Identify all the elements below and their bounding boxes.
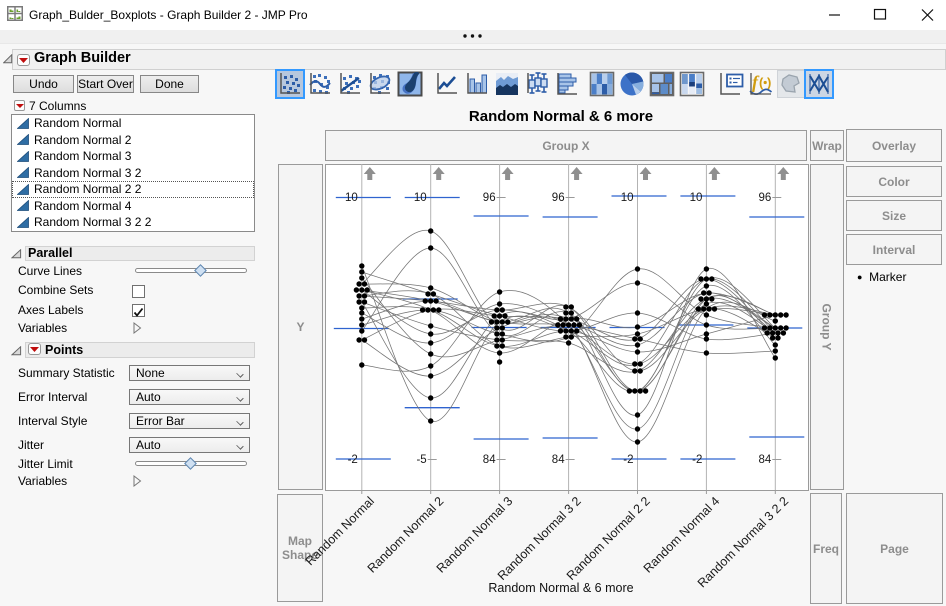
svg-text:84: 84 <box>552 454 565 466</box>
svg-text:10: 10 <box>690 192 703 204</box>
svg-text:-2: -2 <box>623 454 633 466</box>
svg-text:84: 84 <box>759 454 772 466</box>
svg-text:96: 96 <box>759 192 772 204</box>
svg-text:-2: -2 <box>348 454 358 466</box>
svg-text:10: 10 <box>345 192 358 204</box>
svg-text:-2: -2 <box>692 454 702 466</box>
svg-text:f: f <box>752 72 760 92</box>
svg-text:96: 96 <box>483 192 496 204</box>
svg-text:10: 10 <box>621 192 634 204</box>
svg-text:84: 84 <box>483 454 496 466</box>
svg-text:-5: -5 <box>416 454 426 466</box>
svg-text:96: 96 <box>552 192 565 204</box>
svg-text:10: 10 <box>414 192 427 204</box>
